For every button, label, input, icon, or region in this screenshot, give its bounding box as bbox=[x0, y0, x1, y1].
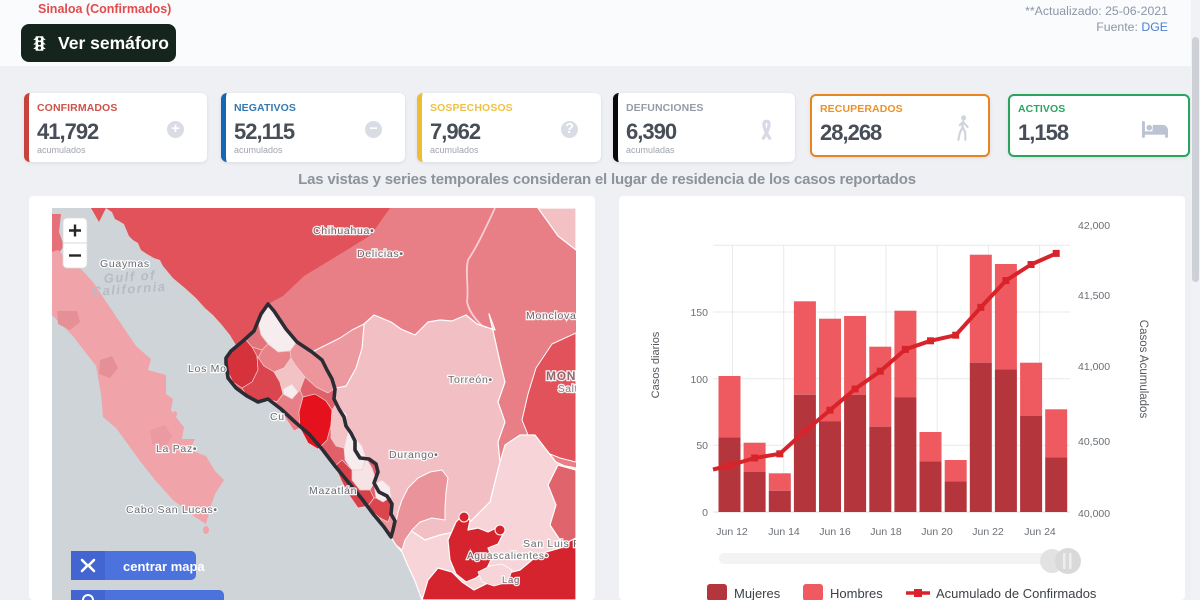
svg-text:Durango•: Durango• bbox=[389, 449, 439, 461]
svg-text:Torreón•: Torreón• bbox=[448, 374, 493, 386]
svg-text:0: 0 bbox=[702, 507, 708, 519]
svg-text:Jun 22: Jun 22 bbox=[972, 526, 1004, 538]
svg-text:40,000: 40,000 bbox=[1078, 508, 1110, 520]
svg-text:40,500: 40,500 bbox=[1078, 436, 1110, 448]
svg-text:Lag: Lag bbox=[502, 575, 520, 586]
svg-text:Mujeres: Mujeres bbox=[734, 586, 781, 600]
svg-text:centrar mapa: centrar mapa bbox=[123, 559, 205, 574]
svg-text:42,000: 42,000 bbox=[1078, 220, 1110, 232]
svg-text:150: 150 bbox=[690, 307, 708, 319]
svg-text:50: 50 bbox=[696, 440, 708, 452]
svg-text:41,500: 41,500 bbox=[1078, 290, 1110, 302]
svg-text:Jun 12: Jun 12 bbox=[716, 526, 748, 538]
svg-text:Hombres: Hombres bbox=[830, 586, 883, 600]
svg-text:Salt: Salt bbox=[558, 384, 576, 395]
svg-text:Los Mo: Los Mo bbox=[188, 363, 227, 375]
svg-text:California: California bbox=[91, 279, 167, 299]
svg-text:Casos Acumulados: Casos Acumulados bbox=[1137, 320, 1149, 419]
svg-text:Jun 18: Jun 18 bbox=[870, 526, 902, 538]
svg-text:Monclova•: Monclova• bbox=[526, 310, 576, 322]
svg-text:100: 100 bbox=[690, 374, 708, 386]
svg-text:Cabo San Lucas•: Cabo San Lucas• bbox=[126, 504, 218, 516]
svg-text:Cu: Cu bbox=[270, 411, 285, 423]
svg-text:Guaymas: Guaymas bbox=[100, 258, 150, 270]
svg-text:Aguascalientes•: Aguascalientes• bbox=[467, 551, 549, 562]
svg-text:Delicias•: Delicias• bbox=[357, 248, 404, 260]
svg-text:La Paz•: La Paz• bbox=[156, 443, 197, 455]
svg-text:Jun 20: Jun 20 bbox=[921, 526, 953, 538]
svg-text:Chihuahua•: Chihuahua• bbox=[313, 225, 374, 237]
svg-text:Gulf of: Gulf of bbox=[103, 267, 156, 286]
svg-text:San Luis Po: San Luis Po bbox=[523, 538, 576, 550]
svg-text:Jun 16: Jun 16 bbox=[819, 526, 851, 538]
svg-text:Mazatlán: Mazatlán bbox=[309, 485, 357, 497]
svg-text:MON: MON bbox=[546, 369, 576, 383]
svg-text:Casos diarios: Casos diarios bbox=[650, 331, 662, 398]
svg-text:Jun 24: Jun 24 bbox=[1024, 526, 1056, 538]
svg-text:Jun 14: Jun 14 bbox=[768, 526, 800, 538]
svg-text:Acumulado de Confirmados: Acumulado de Confirmados bbox=[936, 586, 1097, 600]
svg-text:41,000: 41,000 bbox=[1078, 361, 1110, 373]
